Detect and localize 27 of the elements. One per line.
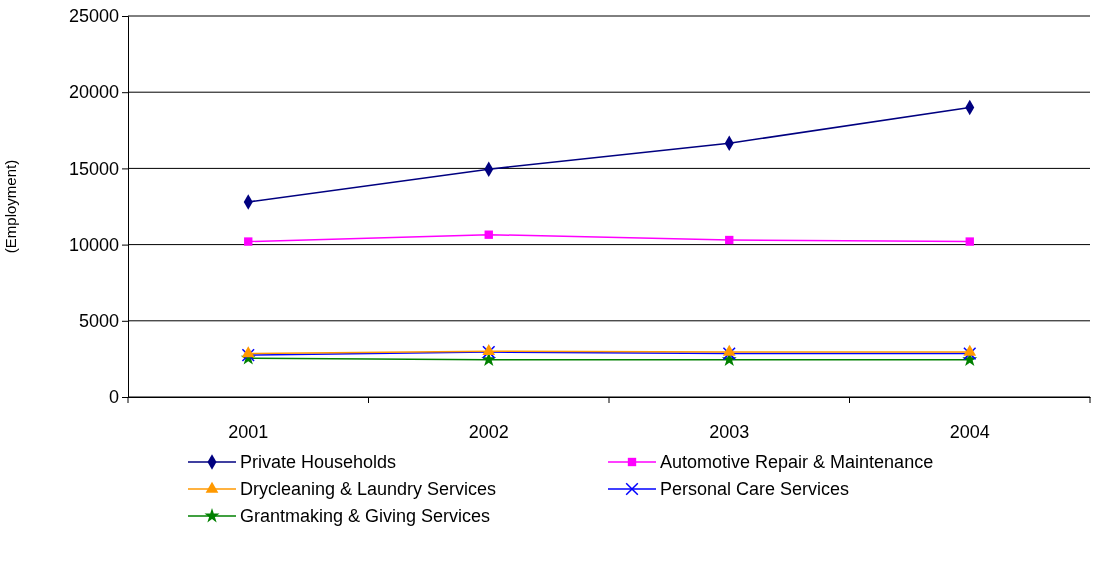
y-tick-label: 25000	[68, 6, 119, 27]
point	[725, 235, 734, 245]
y-tick-label: 5000	[78, 311, 119, 332]
y-tick-label: 20000	[68, 82, 119, 103]
point	[963, 344, 977, 356]
legend-label: Private Households	[240, 452, 397, 472]
x-tick-label: 2002	[468, 421, 509, 442]
point	[722, 347, 736, 361]
y-tick-label: 15000	[68, 158, 119, 179]
point	[484, 230, 493, 239]
x-tick-label: 2003	[709, 421, 750, 442]
y-tick-label: 0	[108, 387, 119, 408]
point	[722, 344, 736, 356]
legend-label: Drycleaning & Laundry Services	[240, 479, 497, 499]
point	[241, 346, 255, 358]
point	[482, 343, 496, 355]
legend-label: Personal Care Services	[660, 479, 850, 499]
point	[482, 345, 496, 359]
point	[963, 347, 977, 361]
point	[244, 237, 253, 246]
y-axis-title: (Employment)	[2, 159, 19, 254]
legend-label: Automotive Repair & Maintenance	[660, 452, 934, 472]
y-tick-label: 10000	[68, 234, 119, 255]
x-tick-label: 2004	[949, 421, 990, 442]
x-tick-label: 2001	[228, 421, 269, 442]
legend-label: Grantmaking & Giving Services	[240, 506, 491, 526]
point	[965, 237, 974, 246]
